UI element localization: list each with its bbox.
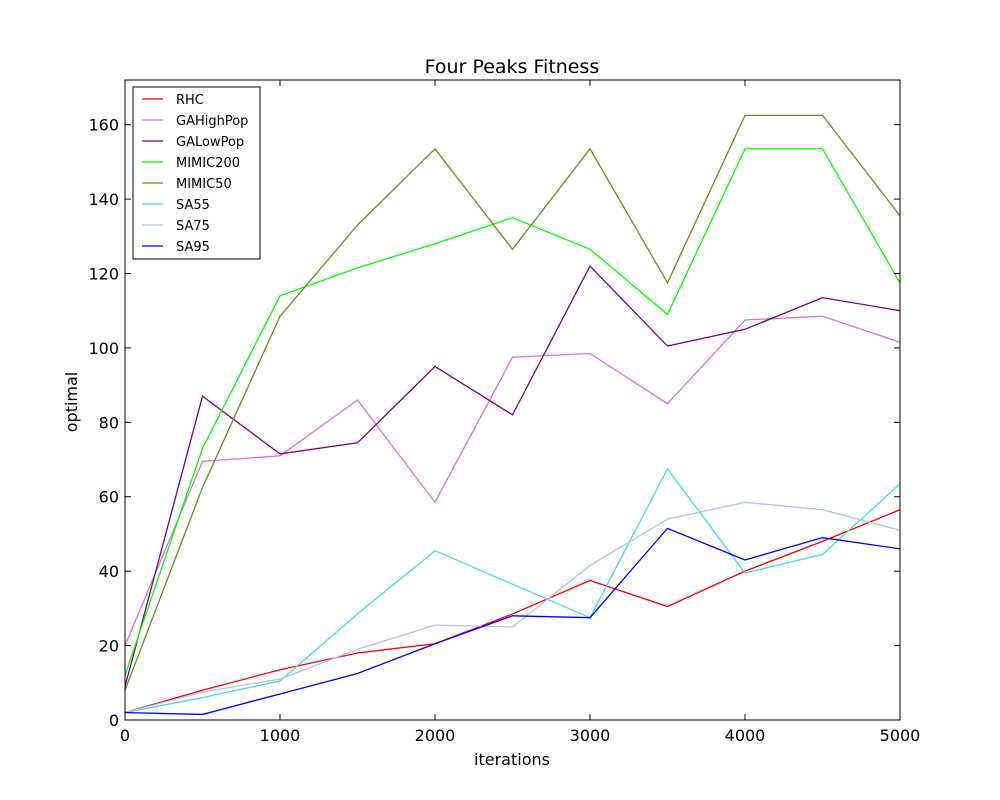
x-tick-label: 3000: [570, 726, 611, 745]
x-tick-label: 5000: [880, 726, 921, 745]
legend-label-rhc: RHC: [176, 93, 204, 108]
legend-box: [132, 86, 261, 260]
x-tick-label: 0: [120, 726, 130, 745]
x-axis-label: iterations: [474, 750, 550, 769]
y-tick-label: 20: [99, 637, 119, 656]
legend-label-galowpop: GALowPop: [176, 135, 244, 150]
x-tick-label: 4000: [725, 726, 766, 745]
legend: RHC GAHighPop GALowPop MIMIC200 MIMIC50 SA55 S…: [132, 86, 261, 260]
y-tick-label: 160: [88, 116, 119, 135]
series-line-galowpop: [124, 264, 901, 687]
y-tick-label: 60: [99, 488, 119, 507]
y-tick-label: 80: [99, 413, 119, 432]
x-tick-label: 2000: [415, 726, 456, 745]
series-layer: [124, 114, 901, 716]
x-tick-label: 1000: [260, 726, 301, 745]
legend-label-gahighpop: GAHighPop: [176, 114, 248, 129]
legend-label-sa95: SA95: [176, 240, 210, 255]
legend-label-mimic200: MIMIC200: [176, 156, 240, 171]
series-line-sa95: [124, 527, 901, 716]
series-line-sa75: [124, 501, 901, 714]
legend-label-sa55: SA55: [176, 198, 210, 213]
y-tick-label: 140: [88, 190, 119, 209]
series-line-mimic50: [124, 114, 901, 691]
chart-title: Four Peaks Fitness: [425, 56, 600, 78]
y-tick-label: 40: [99, 562, 119, 581]
series-line-mimic200: [124, 148, 901, 676]
axes-layer: 0 1000 2000 3000 4000 5000 0 20 40 60 80 100 120 140 1…: [88, 79, 921, 745]
axes-frame: [124, 79, 901, 721]
y-tick-label: 0: [109, 711, 119, 730]
series-line-sa55: [124, 467, 901, 714]
y-tick-label: 100: [88, 339, 119, 358]
series-line-rhc: [124, 509, 901, 714]
y-axis-label: optimal: [62, 372, 81, 433]
legend-label-mimic50: MIMIC50: [176, 177, 232, 192]
y-tick-label: 120: [88, 264, 119, 283]
legend-label-sa75: SA75: [176, 219, 210, 234]
